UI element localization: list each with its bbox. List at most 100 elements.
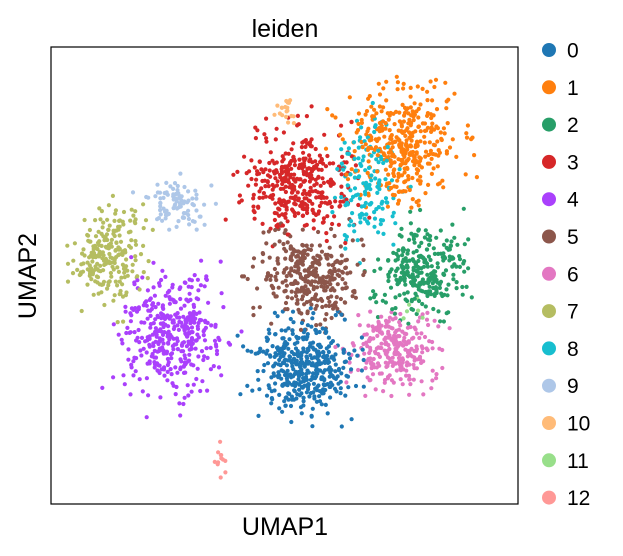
data-point-cluster-1 xyxy=(355,128,361,133)
data-point-cluster-4 xyxy=(163,274,168,279)
data-point-cluster-7 xyxy=(80,251,85,256)
data-point-cluster-4 xyxy=(203,320,208,325)
data-point-cluster-6 xyxy=(414,331,419,336)
legend-label-0: 0 xyxy=(567,40,579,63)
data-point-cluster-0 xyxy=(299,356,304,361)
data-point-cluster-3 xyxy=(338,203,343,208)
data-point-cluster-7 xyxy=(117,279,122,284)
data-point-cluster-3 xyxy=(307,140,313,145)
data-point-cluster-6 xyxy=(364,332,369,337)
data-point-cluster-4 xyxy=(204,274,209,279)
data-point-cluster-4 xyxy=(208,367,213,372)
data-point-cluster-7 xyxy=(95,267,100,272)
data-point-cluster-3 xyxy=(333,199,338,204)
data-point-cluster-5 xyxy=(305,311,310,316)
data-point-cluster-6 xyxy=(425,310,430,315)
data-point-cluster-2 xyxy=(425,264,430,269)
data-point-cluster-6 xyxy=(371,336,376,341)
data-point-cluster-5 xyxy=(345,271,350,276)
data-point-cluster-3 xyxy=(288,160,293,165)
data-point-cluster-2 xyxy=(401,249,406,254)
data-point-cluster-1 xyxy=(349,167,354,172)
data-point-cluster-1 xyxy=(414,167,419,172)
data-point-cluster-6 xyxy=(416,319,421,324)
data-point-cluster-3 xyxy=(339,191,344,196)
data-point-cluster-4 xyxy=(186,316,191,321)
data-point-cluster-5 xyxy=(310,260,315,266)
data-point-cluster-6 xyxy=(374,365,379,370)
data-point-cluster-3 xyxy=(270,182,275,188)
data-point-cluster-0 xyxy=(307,394,312,399)
data-point-cluster-8 xyxy=(369,153,374,158)
data-point-cluster-0 xyxy=(258,346,263,351)
data-point-cluster-0 xyxy=(245,383,250,388)
data-point-cluster-8 xyxy=(367,202,372,207)
data-point-cluster-1 xyxy=(359,117,364,123)
data-point-cluster-4 xyxy=(142,300,147,305)
data-point-cluster-2 xyxy=(451,272,456,277)
x-axis-label: UMAP1 xyxy=(242,513,328,541)
data-point-cluster-3 xyxy=(261,170,266,175)
data-point-cluster-3 xyxy=(279,166,284,172)
data-point-cluster-3 xyxy=(302,188,307,193)
data-point-cluster-4 xyxy=(216,335,221,340)
data-point-cluster-4 xyxy=(162,373,167,378)
data-point-cluster-1 xyxy=(396,137,401,142)
data-point-cluster-5 xyxy=(323,317,328,322)
data-point-cluster-8 xyxy=(374,157,379,162)
data-point-cluster-2 xyxy=(462,269,467,274)
data-point-cluster-4 xyxy=(177,401,182,406)
data-point-cluster-9 xyxy=(183,211,188,216)
data-point-cluster-5 xyxy=(329,254,334,259)
data-point-cluster-12 xyxy=(216,460,221,465)
data-point-cluster-0 xyxy=(274,345,280,350)
data-point-cluster-4 xyxy=(193,346,198,351)
data-point-cluster-9 xyxy=(186,216,191,222)
data-point-cluster-0 xyxy=(312,396,317,401)
data-point-cluster-3 xyxy=(336,222,341,227)
data-point-cluster-6 xyxy=(412,348,417,354)
data-point-cluster-4 xyxy=(171,383,176,388)
data-point-cluster-1 xyxy=(437,181,442,186)
data-point-cluster-1 xyxy=(376,81,381,86)
data-point-cluster-2 xyxy=(447,247,452,252)
data-point-cluster-1 xyxy=(407,187,412,193)
data-point-cluster-2 xyxy=(390,307,395,312)
data-point-cluster-8 xyxy=(348,188,353,193)
data-point-cluster-1 xyxy=(387,141,392,146)
data-point-cluster-0 xyxy=(328,384,333,389)
data-point-cluster-2 xyxy=(427,278,432,283)
data-point-cluster-5 xyxy=(325,252,330,257)
data-point-cluster-4 xyxy=(123,309,128,314)
data-point-cluster-3 xyxy=(290,190,295,195)
data-point-cluster-1 xyxy=(352,149,357,154)
data-point-cluster-7 xyxy=(97,206,102,211)
data-point-cluster-5 xyxy=(317,279,322,284)
data-point-cluster-8 xyxy=(355,238,360,243)
data-point-cluster-0 xyxy=(317,329,322,335)
data-point-cluster-0 xyxy=(245,348,250,353)
data-point-cluster-8 xyxy=(339,195,344,200)
data-point-cluster-1 xyxy=(401,86,406,91)
data-point-cluster-5 xyxy=(318,322,323,327)
data-point-cluster-1 xyxy=(333,115,338,120)
data-point-cluster-5 xyxy=(251,313,256,318)
data-point-cluster-0 xyxy=(306,348,311,353)
data-point-cluster-7 xyxy=(133,238,138,244)
data-point-cluster-0 xyxy=(288,316,293,322)
data-point-cluster-3 xyxy=(260,221,265,226)
data-point-cluster-8 xyxy=(365,185,371,190)
data-point-cluster-3 xyxy=(298,177,303,182)
data-point-cluster-4 xyxy=(165,356,170,362)
data-point-cluster-7 xyxy=(95,280,100,285)
data-point-cluster-9 xyxy=(176,219,181,224)
data-point-cluster-4 xyxy=(175,311,180,316)
data-point-cluster-7 xyxy=(141,243,146,248)
data-point-cluster-6 xyxy=(426,322,431,328)
data-point-cluster-2 xyxy=(412,240,417,245)
data-point-cluster-2 xyxy=(393,273,398,278)
data-point-cluster-1 xyxy=(429,115,434,121)
data-point-cluster-6 xyxy=(401,367,406,372)
data-point-cluster-6 xyxy=(368,356,373,361)
data-point-cluster-1 xyxy=(395,80,400,85)
